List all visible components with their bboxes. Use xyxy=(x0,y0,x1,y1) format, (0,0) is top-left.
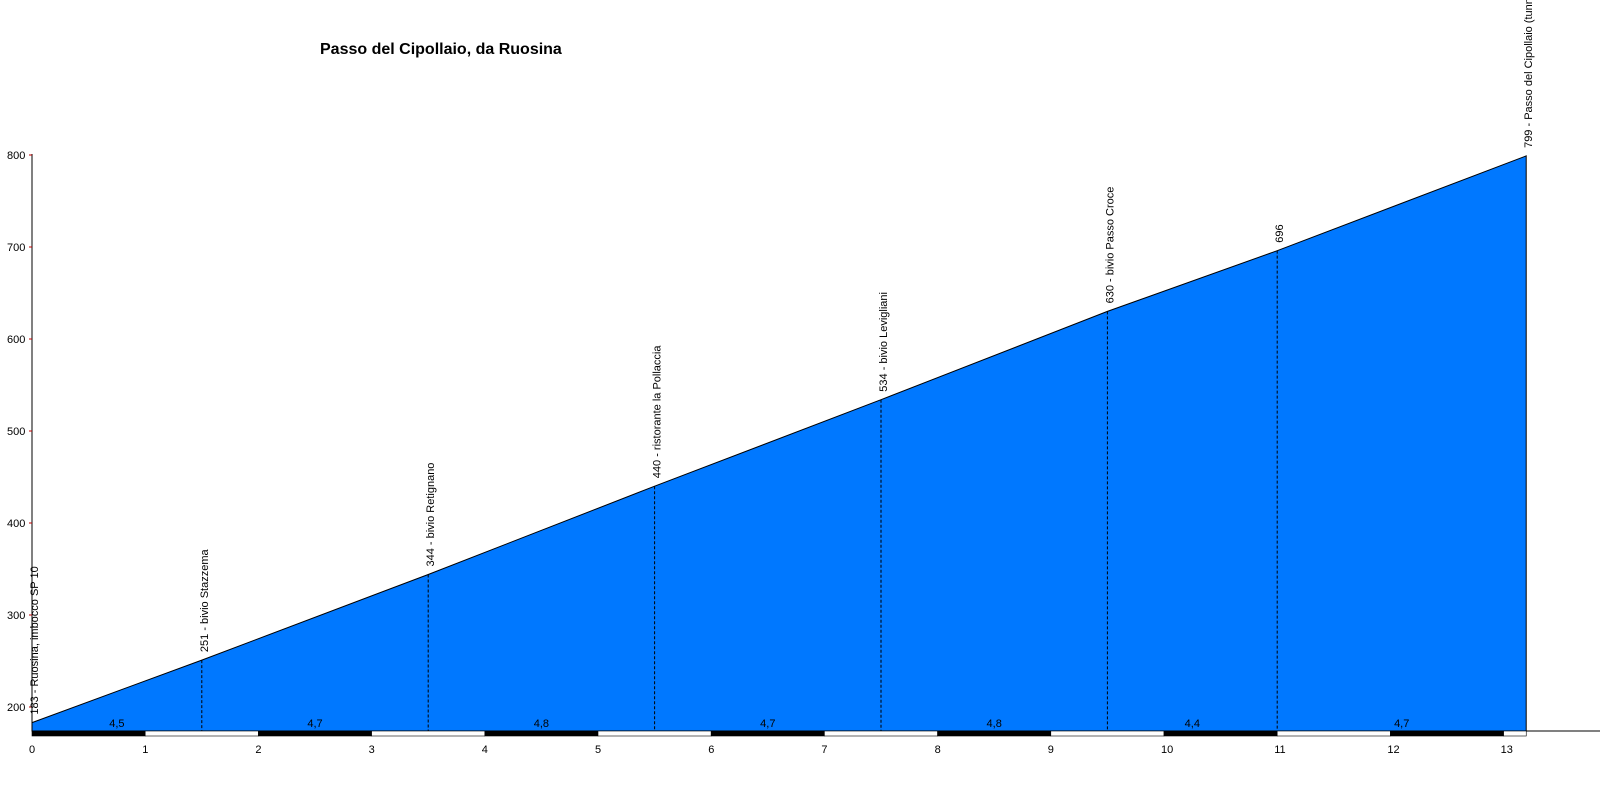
x-tick-label: 13 xyxy=(1501,744,1513,756)
waypoint-label: 799 - Passo del Cipollaio (tunnel) xyxy=(1523,0,1535,148)
waypoint-label: 534 - bivio Levigliani xyxy=(878,292,890,392)
y-tick-label: 500 xyxy=(7,426,25,438)
elevation-area xyxy=(31,155,1527,732)
waypoint-label: 251 - bivio Stazzema xyxy=(199,548,211,652)
segment-gradient-label: 4,5 xyxy=(109,718,124,730)
km-bar-segment xyxy=(597,730,712,737)
waypoint-label: 344 - bivio Retignano xyxy=(425,463,437,567)
km-bar-segment xyxy=(1276,730,1391,737)
km-bar-segment xyxy=(371,730,486,737)
x-tick-label: 2 xyxy=(255,744,261,756)
x-tick-label: 1 xyxy=(142,744,148,756)
x-tick-label: 3 xyxy=(369,744,375,756)
segment-gradient-label: 4,7 xyxy=(760,718,775,730)
segment-gradient-label: 4,7 xyxy=(1394,718,1409,730)
y-tick-label: 400 xyxy=(7,518,25,530)
waypoint-label: 183 - Ruosina, imbocco SP 10 xyxy=(29,566,41,714)
km-bar-segment xyxy=(1503,730,1527,737)
x-tick-label: 7 xyxy=(821,744,827,756)
x-tick-label: 5 xyxy=(595,744,601,756)
waypoint-label: 440 - ristorante la Pollaccia xyxy=(652,345,664,479)
x-tick-label: 6 xyxy=(708,744,714,756)
chart-title: Passo del Cipollaio, da Ruosina xyxy=(320,41,562,58)
x-tick-label: 11 xyxy=(1274,744,1285,756)
waypoint-label: 696 xyxy=(1274,224,1286,242)
km-bar-segment xyxy=(258,730,372,737)
x-tick-label: 12 xyxy=(1387,744,1399,756)
y-tick-label: 200 xyxy=(7,702,25,714)
waypoint-label: 630 - bivio Passo Croce xyxy=(1104,187,1116,304)
x-tick-label: 4 xyxy=(482,744,488,756)
km-bar-segment xyxy=(31,730,146,737)
km-bar-segment xyxy=(937,730,1052,737)
y-tick-label: 300 xyxy=(7,610,25,622)
y-tick-label: 600 xyxy=(7,334,25,346)
km-bar-segment xyxy=(824,730,938,737)
km-bar-segment xyxy=(144,730,259,737)
segment-gradient-label: 4,8 xyxy=(534,718,549,730)
x-tick-label: 9 xyxy=(1048,744,1054,756)
x-tick-label: 0 xyxy=(29,744,35,756)
km-bar-segment xyxy=(710,730,825,737)
segment-gradient-label: 4,7 xyxy=(307,718,322,730)
y-tick-label: 700 xyxy=(7,242,25,254)
segment-gradient-label: 4,8 xyxy=(987,718,1002,730)
y-tick-label: 800 xyxy=(7,150,25,162)
x-tick-label: 10 xyxy=(1161,744,1173,756)
segment-gradient-label: 4,4 xyxy=(1185,718,1200,730)
x-tick-label: 8 xyxy=(935,744,941,756)
km-bar-segment xyxy=(1390,730,1504,737)
km-bar-segment xyxy=(1163,730,1278,737)
km-bar-segment xyxy=(1050,730,1165,737)
km-bar-segment xyxy=(484,730,599,737)
